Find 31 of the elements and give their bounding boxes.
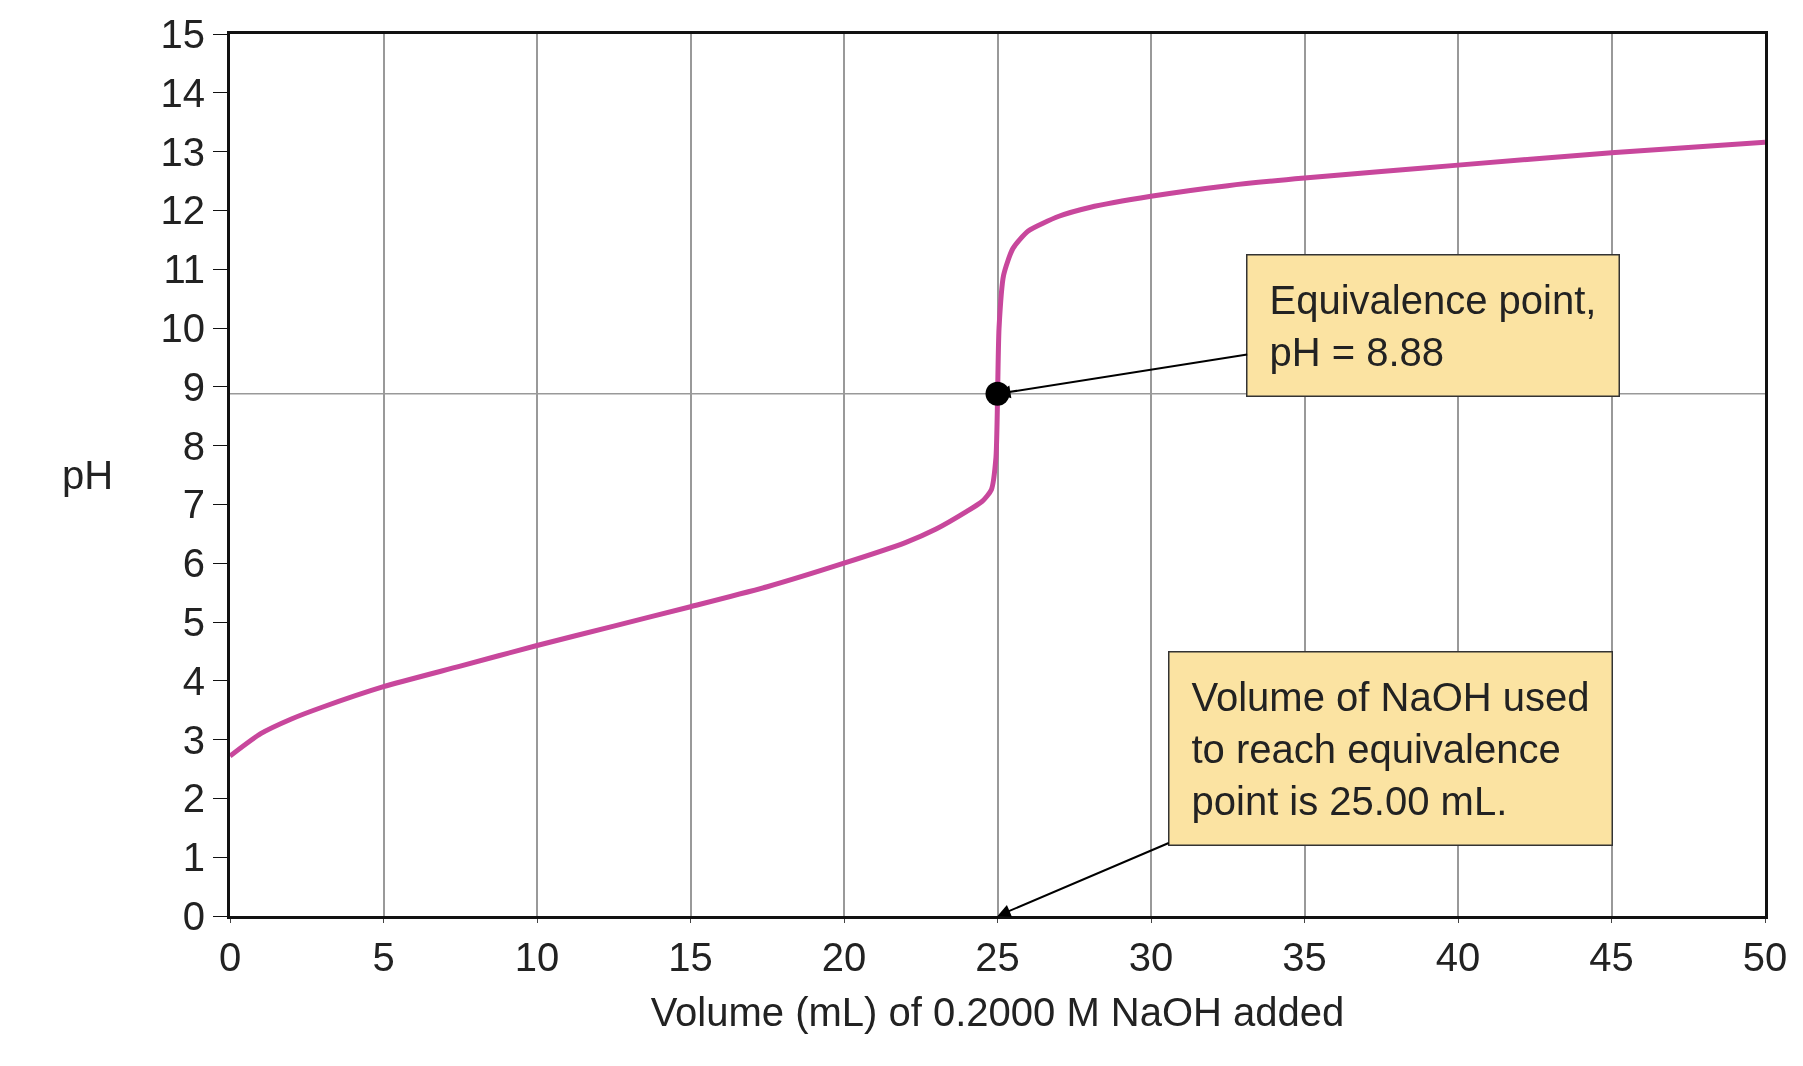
y-tick-label: 8 [182, 423, 205, 468]
x-tick-label: 0 [218, 935, 242, 979]
x-tick-label: 35 [1282, 935, 1327, 979]
x-tick-label: 25 [975, 935, 1020, 979]
x-tick-label: 5 [372, 935, 395, 979]
y-tick-label: 9 [182, 364, 205, 409]
x-axis-title: Volume (mL) of 0.2000 M NaOH added [650, 989, 1345, 1034]
y-tick-label: 14 [160, 70, 205, 115]
y-tick-label: 12 [160, 188, 205, 233]
x-tick-label: 45 [1589, 935, 1634, 979]
annotation: Volume of NaOH used to reach equivalence point is 25.00 mL. [1191, 674, 1590, 823]
x-tick-label: 15 [668, 935, 713, 979]
x-tick-label: 30 [1128, 935, 1174, 979]
y-tick-label: 6 [182, 541, 205, 586]
y-tick-label: 11 [163, 247, 205, 292]
y-tick-label: 4 [182, 658, 205, 703]
x-tick-label: 20 [821, 935, 867, 979]
x-tick-label: 50 [1742, 935, 1788, 979]
y-tick-label: 0 [182, 894, 205, 938]
y-axis-title: pH [62, 453, 114, 497]
y-tick-label: 1 [182, 835, 205, 880]
annotation: Equivalence point, pH = 8.88 [1269, 277, 1597, 374]
y-tick-label: 3 [182, 717, 205, 762]
y-tick-label: 13 [160, 129, 205, 174]
y-tick-label: 5 [182, 600, 205, 644]
x-tick-label: 10 [514, 935, 560, 979]
y-tick-label: 10 [160, 306, 205, 350]
y-tick-label: 7 [182, 482, 205, 527]
x-tick-label: 40 [1435, 935, 1481, 979]
y-tick-label: 15 [160, 12, 205, 56]
y-tick-label: 2 [182, 776, 205, 821]
